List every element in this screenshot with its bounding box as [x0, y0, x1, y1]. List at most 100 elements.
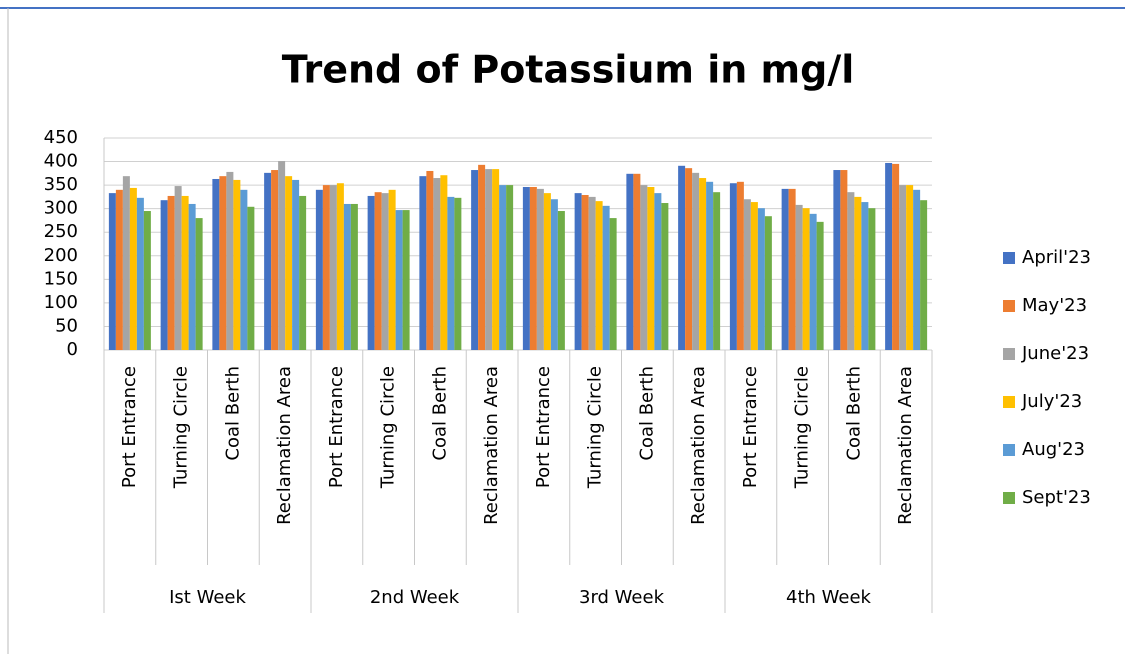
y-tick-label: 300: [44, 198, 78, 219]
bar: [713, 192, 721, 350]
group-label: Ist Week: [169, 587, 246, 608]
bar: [678, 165, 686, 350]
bar: [174, 186, 182, 350]
bar: [885, 162, 893, 350]
bar: [343, 203, 351, 350]
x-tick-label: Port Entrance: [119, 366, 140, 488]
bar: [115, 189, 123, 350]
bar: [136, 197, 144, 350]
y-tick-label: 0: [67, 339, 78, 360]
bar: [143, 211, 151, 350]
bar: [743, 199, 751, 350]
legend-swatch: [1003, 348, 1015, 360]
y-tick-label: 350: [44, 174, 78, 195]
bar: [757, 208, 765, 350]
bar: [892, 163, 900, 350]
bar: [188, 203, 196, 350]
bar: [654, 193, 662, 350]
bar: [699, 178, 707, 350]
bar: [685, 168, 693, 350]
bar: [433, 178, 441, 350]
legend-swatch: [1003, 252, 1015, 264]
bar: [499, 185, 507, 350]
bar: [899, 185, 907, 350]
bar: [802, 208, 810, 350]
chart-title: Trend of Potassium in mg/l: [282, 48, 855, 92]
bar: [181, 195, 189, 350]
bar: [781, 188, 789, 350]
bar: [285, 176, 293, 350]
bar: [471, 170, 479, 350]
legend-swatch: [1003, 492, 1015, 504]
bar: [129, 187, 137, 350]
bar: [167, 195, 175, 350]
bar: [322, 185, 330, 350]
x-tick-label: Turning Circle: [378, 366, 399, 489]
bar: [529, 186, 537, 350]
y-tick-label: 200: [44, 245, 78, 266]
bar: [854, 196, 862, 350]
y-tick-label: 250: [44, 221, 78, 242]
bar: [374, 192, 382, 350]
bar: [426, 170, 434, 350]
legend-label: June'23: [1021, 343, 1089, 364]
bar: [292, 179, 300, 350]
bar: [661, 203, 669, 350]
bar: [336, 183, 344, 350]
legend-label: Aug'23: [1022, 439, 1085, 460]
legend-swatch: [1003, 396, 1015, 408]
bar: [640, 185, 648, 350]
y-tick-label: 400: [44, 151, 78, 172]
bar: [729, 183, 737, 350]
x-tick-label: Turning Circle: [792, 366, 813, 489]
bar: [440, 175, 448, 350]
y-tick-label: 450: [44, 127, 78, 148]
legend-swatch: [1003, 300, 1015, 312]
bar: [550, 199, 558, 350]
bar: [122, 176, 130, 350]
bar: [271, 170, 279, 350]
bar: [536, 188, 544, 350]
y-tick-label: 50: [55, 315, 78, 336]
bar: [278, 161, 286, 350]
y-tick-label: 150: [44, 268, 78, 289]
bar: [809, 213, 817, 350]
bar: [920, 200, 928, 350]
bar: [764, 216, 772, 350]
bar: [626, 173, 634, 350]
bar: [543, 193, 551, 350]
bar: [315, 189, 323, 350]
bar: [795, 204, 803, 350]
bar: [478, 164, 486, 350]
bar: [367, 195, 375, 350]
bar: [588, 196, 596, 350]
group-label: 3rd Week: [579, 587, 665, 608]
legend-label: May'23: [1022, 295, 1087, 316]
x-tick-label: Reclamation Area: [481, 366, 502, 525]
x-tick-label: Coal Berth: [843, 366, 864, 461]
bar: [609, 218, 617, 350]
bar: [647, 186, 655, 350]
bar: [750, 202, 758, 350]
bar: [402, 210, 410, 350]
bar: [913, 189, 921, 350]
bar: [574, 193, 582, 350]
legend-label: Sept'23: [1022, 487, 1091, 508]
bar: [595, 201, 603, 350]
bar: [581, 195, 589, 350]
x-tick-label: Reclamation Area: [688, 366, 709, 525]
group-label: 4th Week: [786, 587, 872, 608]
bar: [788, 188, 796, 350]
bar: [454, 197, 462, 350]
x-tick-label: Coal Berth: [429, 366, 450, 461]
x-tick-label: Turning Circle: [171, 366, 192, 489]
bar: [160, 200, 168, 350]
bar: [833, 170, 841, 350]
bar: [868, 208, 876, 350]
legend-label: July'23: [1021, 391, 1082, 412]
bar: [692, 172, 700, 350]
bar: [506, 185, 514, 350]
bar: [299, 195, 307, 350]
